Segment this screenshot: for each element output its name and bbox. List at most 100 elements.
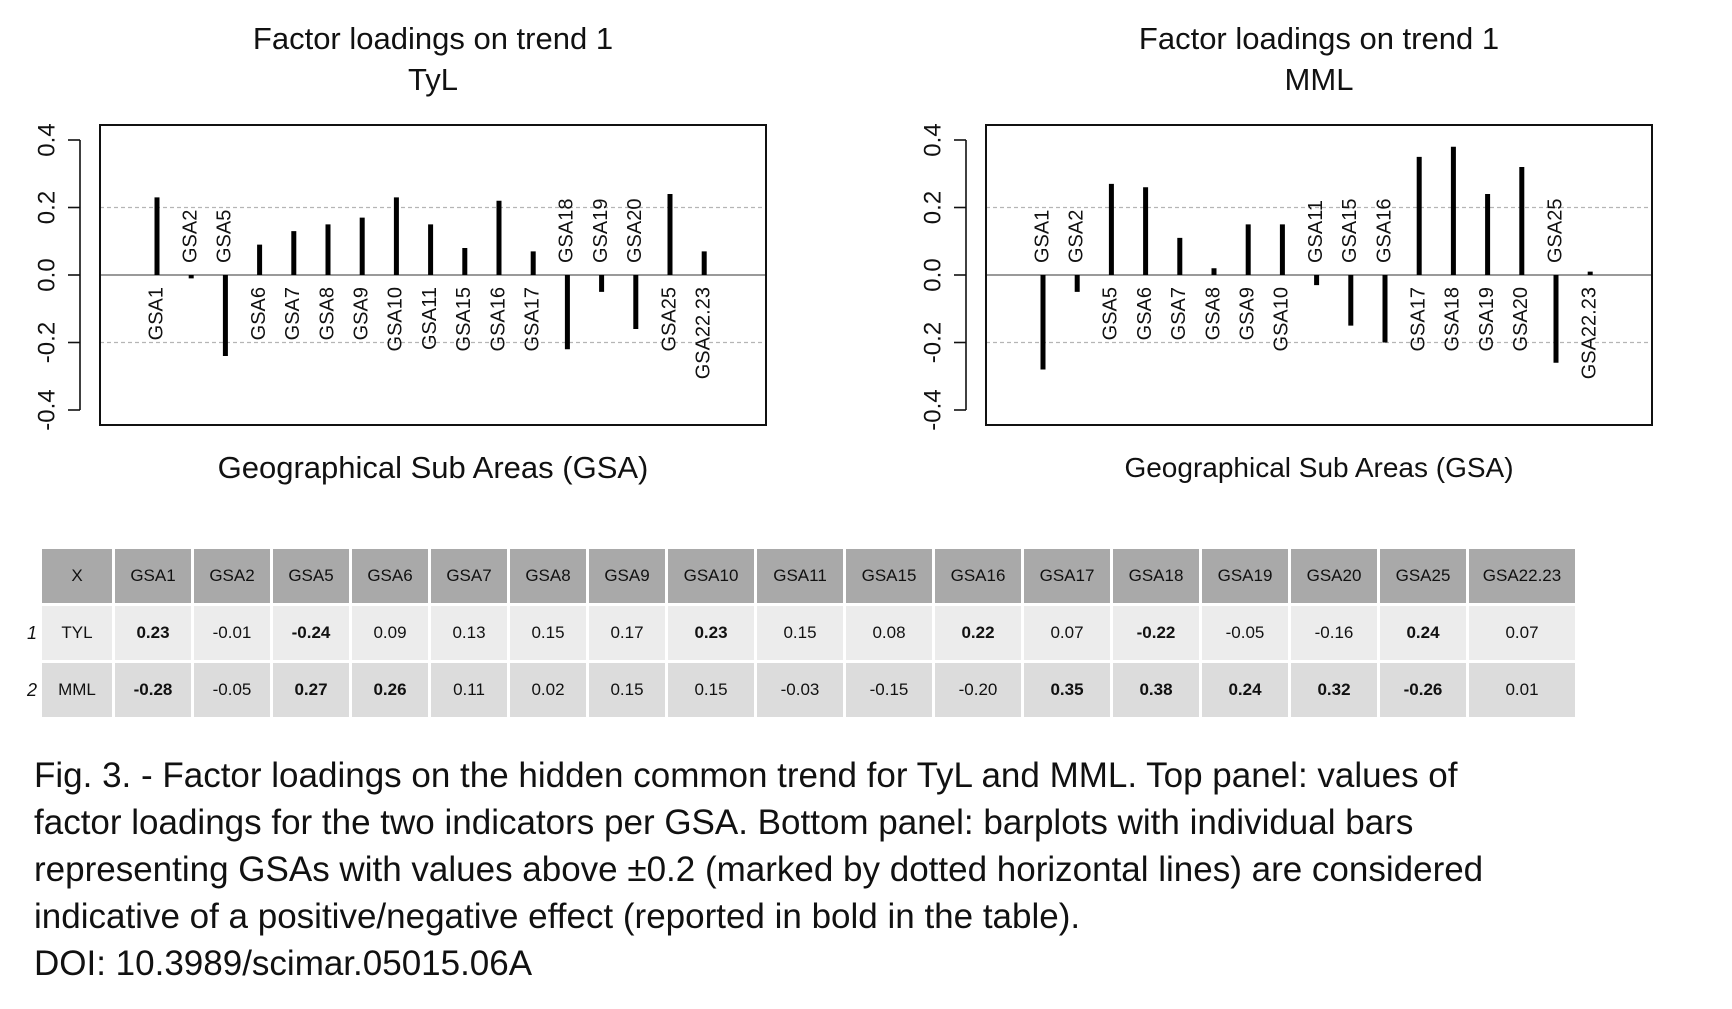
left-y-tick-label: 0.0 xyxy=(33,258,60,291)
left-category-label: GSA6 xyxy=(248,287,270,340)
table-cell: -0.15 xyxy=(846,663,932,717)
caption-line-1: Fig. 3. - Factor loadings on the hidden … xyxy=(34,756,1458,795)
left-category-label: GSA18 xyxy=(556,199,578,263)
right-category-label: GSA7 xyxy=(1168,287,1190,340)
table-row-number: 2 xyxy=(26,679,37,700)
table-header-GSA6: GSA6 xyxy=(352,549,428,603)
table-cell: 0.17 xyxy=(589,606,665,660)
table-cell: 0.26 xyxy=(352,663,428,717)
left-category-label: GSA10 xyxy=(385,287,407,351)
right-bar-GSA6 xyxy=(1143,187,1149,275)
right-category-label: GSA25 xyxy=(1544,199,1566,263)
left-bar-GSA17 xyxy=(530,251,536,275)
table-cell: 0.15 xyxy=(668,663,754,717)
table-header-GSA25: GSA25 xyxy=(1380,549,1466,603)
right-category-label: GSA19 xyxy=(1476,287,1498,351)
left-y-tick-label: 0.4 xyxy=(33,123,60,156)
table-cell: 0.24 xyxy=(1202,663,1288,717)
right-bar-GSA10 xyxy=(1279,224,1285,275)
table-row: 2 MML -0.28 -0.05 0.27 0.26 0.11 0.02 0.15 0.15 -0… xyxy=(25,663,1575,717)
table-cell: 0.07 xyxy=(1469,606,1575,660)
right-bar-GSA1 xyxy=(1040,275,1046,370)
left-plot-frame xyxy=(99,124,767,426)
table-cell: 0.15 xyxy=(757,606,843,660)
left-category-label: GSA16 xyxy=(487,287,509,351)
left-category-label: GSA9 xyxy=(350,287,372,340)
right-y-tick-label: -0.4 xyxy=(919,389,946,430)
table-header-GSA22.23: GSA22.23 xyxy=(1469,549,1575,603)
right-category-label: GSA18 xyxy=(1442,287,1464,351)
table-cell: 0.22 xyxy=(935,606,1021,660)
table-cell: 0.15 xyxy=(589,663,665,717)
right-bar-GSA22.23 xyxy=(1587,271,1593,275)
table-header-GSA7: GSA7 xyxy=(431,549,507,603)
right-category-label: GSA17 xyxy=(1407,287,1429,351)
table-cell: -0.26 xyxy=(1380,663,1466,717)
table-cell: 0.07 xyxy=(1024,606,1110,660)
table-cell: MML xyxy=(42,663,112,717)
right-category-label: GSA22.23 xyxy=(1578,287,1600,379)
right-chart-title-line: Factor loadings on trend 1 xyxy=(1138,21,1500,56)
right-category-label: GSA20 xyxy=(1510,287,1532,351)
left-category-label: GSA15 xyxy=(453,287,475,351)
loadings-table: X GSA1 GSA2 GSA5 GSA6 GSA7 GSA8 GSA9 GSA10 GSA11 G… xyxy=(22,546,1578,720)
right-chart-title: Factor loadings on trend 1 MML xyxy=(986,18,1652,100)
table-cell: 0.32 xyxy=(1291,663,1377,717)
caption-line-4: indicative of a positive/negative effect… xyxy=(34,897,1081,936)
table-cell: TYL xyxy=(42,606,112,660)
left-category-label: GSA19 xyxy=(590,199,612,263)
table-cell: 0.27 xyxy=(273,663,349,717)
left-category-label: GSA7 xyxy=(282,287,304,340)
table-cell: 0.11 xyxy=(431,663,507,717)
left-category-label: GSA20 xyxy=(624,199,646,263)
table-cell: 0.35 xyxy=(1024,663,1110,717)
left-bar-GSA20 xyxy=(633,275,639,329)
left-category-label: GSA1 xyxy=(145,287,167,340)
table-cell: 0.24 xyxy=(1380,606,1466,660)
left-category-label: GSA2 xyxy=(179,210,201,263)
left-bar-GSA16 xyxy=(496,200,502,275)
table-cell: -0.16 xyxy=(1291,606,1377,660)
table-cell: -0.28 xyxy=(115,663,191,717)
caption-doi: DOI: 10.3989/scimar.05015.06A xyxy=(34,944,533,983)
table-header-GSA2: GSA2 xyxy=(194,549,270,603)
table-cell: 0.23 xyxy=(668,606,754,660)
table-header-GSA1: GSA1 xyxy=(115,549,191,603)
table-cell: -0.03 xyxy=(757,663,843,717)
right-category-label: GSA5 xyxy=(1100,287,1122,340)
right-bar-GSA15 xyxy=(1348,275,1354,326)
table-header-GSA18: GSA18 xyxy=(1113,549,1199,603)
caption-line-2: factor loadings for the two indicators p… xyxy=(34,803,1414,842)
right-chart-subtitle: MML xyxy=(1284,62,1354,97)
right-category-label: GSA1 xyxy=(1031,210,1053,263)
left-bar-GSA22.23 xyxy=(701,251,707,275)
left-bar-GSA1 xyxy=(154,197,160,275)
left-bar-GSA5 xyxy=(222,275,228,356)
left-bar-GSA8 xyxy=(325,224,331,275)
left-bar-GSA19 xyxy=(599,275,605,292)
left-category-label: GSA5 xyxy=(214,210,236,263)
table-cell: -0.22 xyxy=(1113,606,1199,660)
table-cell: 0.01 xyxy=(1469,663,1575,717)
left-y-tick-label: -0.2 xyxy=(33,322,60,363)
left-chart-subtitle: TyL xyxy=(408,62,458,97)
table-header-X: X xyxy=(42,549,112,603)
left-category-label: GSA25 xyxy=(658,287,680,351)
loadings-table-container: X GSA1 GSA2 GSA5 GSA6 GSA7 GSA8 GSA9 GSA10 GSA11 G… xyxy=(0,546,1732,720)
table-row-number: 1 xyxy=(26,622,37,643)
right-plot-frame xyxy=(985,124,1653,426)
table-cell: 0.38 xyxy=(1113,663,1199,717)
left-category-label: GSA22.23 xyxy=(692,287,714,379)
left-bar-chart: -0.4 -0.2 0.0 0.2 0.4 GSA1 GSA2 GSA5 GSA6 GSA7 GSA… xyxy=(33,123,767,431)
table-header-GSA5: GSA5 xyxy=(273,549,349,603)
left-category-label: GSA8 xyxy=(316,287,338,340)
right-bar-GSA2 xyxy=(1074,275,1080,292)
left-bar-GSA2 xyxy=(188,275,194,279)
right-bar-GSA18 xyxy=(1450,146,1456,275)
right-bar-GSA5 xyxy=(1108,183,1114,275)
left-bar-GSA11 xyxy=(428,224,434,275)
table-header-GSA15: GSA15 xyxy=(846,549,932,603)
table-header-GSA16: GSA16 xyxy=(935,549,1021,603)
right-y-tick-label: 0.0 xyxy=(919,258,946,291)
right-category-label: GSA9 xyxy=(1236,287,1258,340)
